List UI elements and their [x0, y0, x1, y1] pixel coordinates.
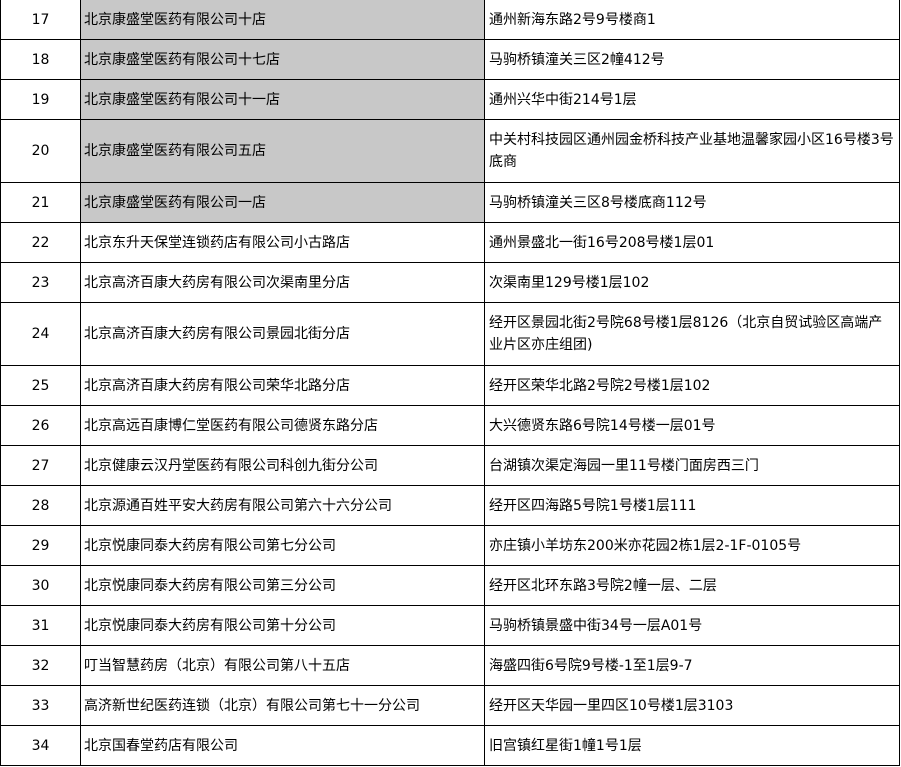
row-number-cell: 22: [0, 222, 81, 263]
row-number-cell: 30: [0, 565, 81, 606]
address-cell: 旧宫镇红星街1幢1号1层: [484, 725, 900, 766]
row-number-cell: 25: [0, 365, 81, 406]
table-row: 23 北京高济百康大药房有限公司次渠南里分店 次渠南里129号楼1层102: [0, 262, 900, 303]
table-row: 24 北京高济百康大药房有限公司景园北街分店 经开区景园北街2号院68号楼1层812…: [0, 302, 900, 366]
row-number-cell: 28: [0, 485, 81, 526]
row-number-cell: 23: [0, 262, 81, 303]
store-name-cell: 北京康盛堂医药有限公司一店: [80, 182, 485, 223]
store-name-cell: 北京悦康同泰大药房有限公司第三分公司: [80, 565, 485, 606]
address-cell: 中关村科技园区通州园金桥科技产业基地温馨家园小区16号楼3号底商: [484, 119, 900, 183]
address-cell: 通州景盛北一街16号208号楼1层01: [484, 222, 900, 263]
store-name-cell: 北京悦康同泰大药房有限公司第七分公司: [80, 525, 485, 566]
address-cell: 通州兴华中街214号1层: [484, 79, 900, 120]
store-name-cell: 北京悦康同泰大药房有限公司第十分公司: [80, 605, 485, 646]
address-cell: 经开区荣华北路2号院2号楼1层102: [484, 365, 900, 406]
table-row: 28 北京源通百姓平安大药房有限公司第六十六分公司 经开区四海路5号院1号楼1层11…: [0, 485, 900, 526]
table-row: 34 北京国春堂药店有限公司 旧宫镇红星街1幢1号1层: [0, 725, 900, 766]
row-number-cell: 20: [0, 119, 81, 183]
row-number-cell: 17: [0, 0, 81, 40]
row-number-cell: 18: [0, 39, 81, 80]
row-number-cell: 31: [0, 605, 81, 646]
table-row: 29 北京悦康同泰大药房有限公司第七分公司 亦庄镇小羊坊东200米亦花园2栋1层2-…: [0, 525, 900, 566]
row-number-cell: 19: [0, 79, 81, 120]
store-name-cell: 北京东升天保堂连锁药店有限公司小古路店: [80, 222, 485, 263]
row-number-cell: 27: [0, 445, 81, 486]
table-row: 32 叮当智慧药房（北京）有限公司第八十五店 海盛四街6号院9号楼-1至1层9-7: [0, 645, 900, 686]
row-number-cell: 26: [0, 405, 81, 446]
table-row: 18 北京康盛堂医药有限公司十七店 马驹桥镇潼关三区2幢412号: [0, 39, 900, 80]
table-row: 19 北京康盛堂医药有限公司十一店 通州兴华中街214号1层: [0, 79, 900, 120]
store-name-cell: 北京康盛堂医药有限公司十七店: [80, 39, 485, 80]
address-cell: 经开区景园北街2号院68号楼1层8126（北京自贸试验区高端产业片区亦庄组团): [484, 302, 900, 366]
store-name-cell: 北京康盛堂医药有限公司五店: [80, 119, 485, 183]
row-number-cell: 29: [0, 525, 81, 566]
address-cell: 次渠南里129号楼1层102: [484, 262, 900, 303]
row-number-cell: 32: [0, 645, 81, 686]
address-cell: 经开区天华园一里四区10号楼1层3103: [484, 685, 900, 726]
address-cell: 经开区四海路5号院1号楼1层111: [484, 485, 900, 526]
table-row: 33 高济新世纪医药连锁（北京）有限公司第七十一分公司 经开区天华园一里四区10号楼…: [0, 685, 900, 726]
table-row: 30 北京悦康同泰大药房有限公司第三分公司 经开区北环东路3号院2幢一层、二层: [0, 565, 900, 606]
address-cell: 马驹桥镇潼关三区2幢412号: [484, 39, 900, 80]
address-cell: 马驹桥镇潼关三区8号楼底商112号: [484, 182, 900, 223]
store-name-cell: 北京高济百康大药房有限公司景园北街分店: [80, 302, 485, 366]
table-row: 26 北京高远百康博仁堂医药有限公司德贤东路分店 大兴德贤东路6号院14号楼一层01…: [0, 405, 900, 446]
row-number-cell: 21: [0, 182, 81, 223]
row-number-cell: 24: [0, 302, 81, 366]
store-name-cell: 北京康盛堂医药有限公司十一店: [80, 79, 485, 120]
table-row: 27 北京健康云汉丹堂医药有限公司科创九街分公司 台湖镇次渠定海园一里11号楼门面房…: [0, 445, 900, 486]
store-name-cell: 北京国春堂药店有限公司: [80, 725, 485, 766]
store-name-cell: 北京高济百康大药房有限公司荣华北路分店: [80, 365, 485, 406]
table-row: 21 北京康盛堂医药有限公司一店 马驹桥镇潼关三区8号楼底商112号: [0, 182, 900, 223]
table-row: 17 北京康盛堂医药有限公司十店 通州新海东路2号9号楼商1: [0, 0, 900, 40]
store-name-cell: 北京康盛堂医药有限公司十店: [80, 0, 485, 40]
store-name-cell: 北京健康云汉丹堂医药有限公司科创九街分公司: [80, 445, 485, 486]
store-name-cell: 北京高济百康大药房有限公司次渠南里分店: [80, 262, 485, 303]
store-name-cell: 叮当智慧药房（北京）有限公司第八十五店: [80, 645, 485, 686]
table-row: 31 北京悦康同泰大药房有限公司第十分公司 马驹桥镇景盛中街34号一层A01号: [0, 605, 900, 646]
row-number-cell: 34: [0, 725, 81, 766]
row-number-cell: 33: [0, 685, 81, 726]
address-cell: 台湖镇次渠定海园一里11号楼门面房西三门: [484, 445, 900, 486]
table-row: 22 北京东升天保堂连锁药店有限公司小古路店 通州景盛北一街16号208号楼1层01: [0, 222, 900, 263]
table-row: 20 北京康盛堂医药有限公司五店 中关村科技园区通州园金桥科技产业基地温馨家园小区1…: [0, 119, 900, 183]
store-name-cell: 北京源通百姓平安大药房有限公司第六十六分公司: [80, 485, 485, 526]
address-cell: 亦庄镇小羊坊东200米亦花园2栋1层2-1F-0105号: [484, 525, 900, 566]
store-name-cell: 高济新世纪医药连锁（北京）有限公司第七十一分公司: [80, 685, 485, 726]
address-cell: 马驹桥镇景盛中街34号一层A01号: [484, 605, 900, 646]
address-cell: 海盛四街6号院9号楼-1至1层9-7: [484, 645, 900, 686]
address-cell: 经开区北环东路3号院2幢一层、二层: [484, 565, 900, 606]
address-cell: 通州新海东路2号9号楼商1: [484, 0, 900, 40]
address-cell: 大兴德贤东路6号院14号楼一层01号: [484, 405, 900, 446]
store-name-cell: 北京高远百康博仁堂医药有限公司德贤东路分店: [80, 405, 485, 446]
table-row: 25 北京高济百康大药房有限公司荣华北路分店 经开区荣华北路2号院2号楼1层102: [0, 365, 900, 406]
